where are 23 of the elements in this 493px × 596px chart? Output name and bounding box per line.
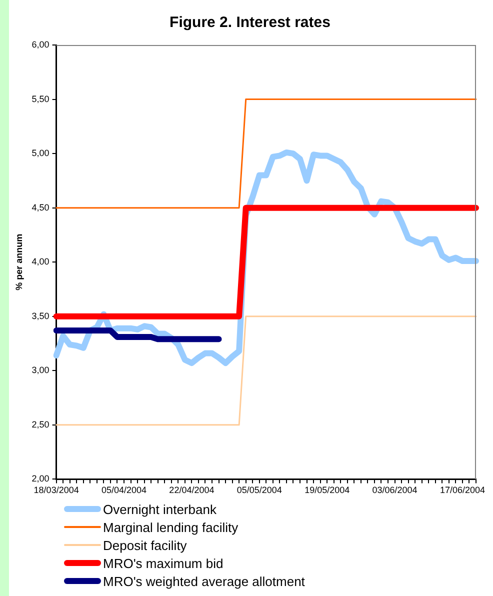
legend-label: MRO's maximum bid <box>103 556 224 570</box>
x-tick-label: 22/04/2004 <box>169 485 214 496</box>
x-tick-label: 05/05/2004 <box>236 485 282 496</box>
y-tick-label: 2,00 <box>32 474 50 484</box>
x-tick-label: 19/05/2004 <box>304 485 350 496</box>
legend-label: MRO's weighted average allotment <box>103 574 305 588</box>
x-tick-label: 17/06/2004 <box>440 485 485 496</box>
y-tick-label: 2,50 <box>32 419 50 430</box>
chart-title: Figure 2. Interest rates <box>168 14 332 31</box>
x-tick-label: 03/06/2004 <box>372 485 418 496</box>
y-tick-label: 5,00 <box>32 148 50 158</box>
x-tick-label: 18/03/2004 <box>34 485 79 496</box>
y-tick-label: 4,00 <box>32 256 50 267</box>
y-tick-label: 4,50 <box>32 202 50 212</box>
legend-label: Deposit facility <box>103 538 187 552</box>
y-tick-label: 6,00 <box>32 39 50 50</box>
legend-label: Marginal lending facility <box>103 520 238 534</box>
y-tick-label: 3,00 <box>32 365 50 376</box>
y-tick-label: 5,50 <box>32 94 50 104</box>
y-tick-label: 3,50 <box>32 310 50 321</box>
legend-label: Overnight interbank <box>103 502 216 516</box>
x-tick-label: 05/04/2004 <box>101 485 147 496</box>
y-axis-title: % per annum <box>14 234 24 290</box>
